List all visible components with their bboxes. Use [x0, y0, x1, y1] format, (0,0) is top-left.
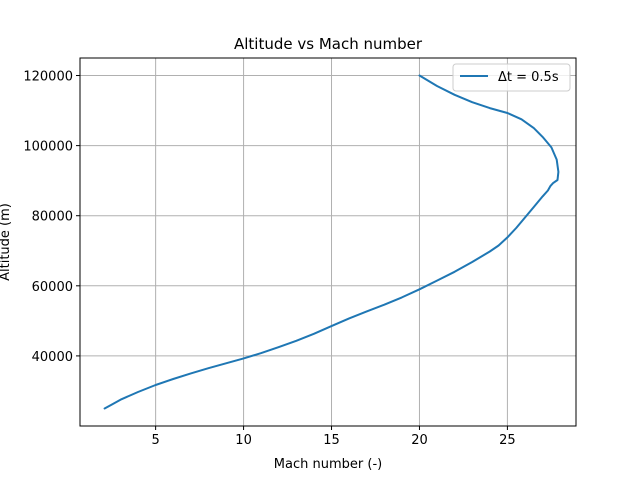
y-axis-label: Altitude (m) — [0, 203, 13, 281]
x-tick-label: 20 — [411, 433, 428, 448]
y-tick-label: 100000 — [23, 140, 73, 155]
x-tick-label: 15 — [323, 433, 340, 448]
x-tick-label: 10 — [235, 433, 252, 448]
y-ticks: 40000 60000 80000 100000 120000 — [23, 70, 80, 365]
chart-title: Altitude vs Mach number — [234, 35, 423, 53]
series-line — [103, 74, 560, 410]
x-tick-label: 25 — [499, 433, 516, 448]
legend-box — [452, 63, 571, 92]
x-axis-label: Mach number (-) — [274, 457, 382, 472]
y-tick-label: 80000 — [32, 210, 73, 225]
legend: Δt = 0.5s — [452, 63, 571, 92]
y-tick-label: 120000 — [23, 70, 73, 85]
plot-frame — [79, 57, 577, 427]
series-group — [103, 74, 560, 410]
y-tick-label: 40000 — [32, 350, 73, 365]
legend-label: Δt = 0.5s — [498, 70, 559, 85]
x-tick-label: 5 — [151, 433, 159, 448]
x-ticks: 5 10 15 20 25 — [151, 426, 516, 448]
y-tick-label: 60000 — [32, 280, 73, 295]
